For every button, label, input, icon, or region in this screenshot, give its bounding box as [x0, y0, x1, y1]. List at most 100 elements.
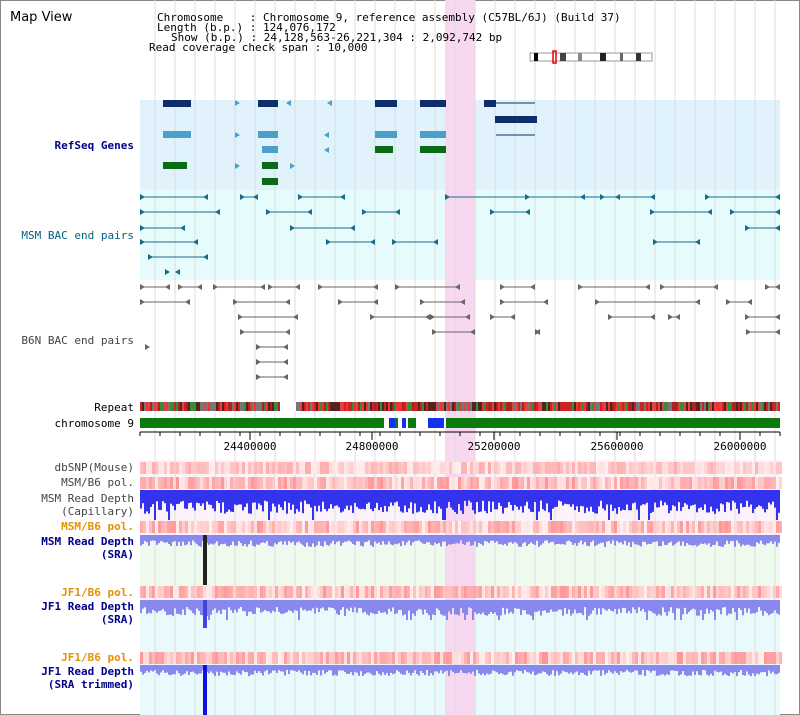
- repeat-segment: [246, 402, 248, 411]
- msm-capillary-depth-bar: [604, 490, 606, 511]
- msm-capillary-depth-bar: [462, 490, 464, 514]
- jf1-trim-depth-bar: [236, 665, 238, 672]
- repeat-segment: [374, 402, 376, 411]
- jf1-b6-pol-heat-cell: [344, 586, 347, 598]
- msm-sra-depth-bar: [564, 535, 566, 545]
- msm-sra-depth-bar: [408, 535, 410, 541]
- msm-capillary-depth-bar: [614, 490, 616, 509]
- msm-b6-pol-heat-cell: [179, 477, 182, 489]
- jf1-b6-pol-heat-cell: [449, 586, 452, 598]
- repeat-segment: [648, 402, 650, 411]
- repeat-segment: [202, 402, 204, 411]
- msm-sra-depth-bar: [306, 535, 308, 543]
- jf1-sra-depth-bar: [162, 600, 164, 609]
- dbsnp-heat-cell: [173, 462, 176, 474]
- jf1-sra-depth-bar: [200, 600, 202, 616]
- msm-sra-depth-bar: [580, 535, 582, 541]
- msm-b6-pol-heat-cell: [584, 521, 587, 533]
- msm-capillary-depth-bar: [314, 490, 316, 506]
- b6n-bac-end: [145, 344, 150, 350]
- jf1-trim-depth-bar: [186, 665, 188, 672]
- dbsnp-heat-cell: [560, 462, 563, 474]
- msm-b6-pol-heat-cell: [638, 477, 641, 489]
- jf1-b6-pol-heat-cell: [638, 652, 641, 664]
- msm-capillary-depth-bar: [274, 490, 276, 507]
- jf1-sra-depth-bar: [300, 600, 302, 608]
- msm-capillary-depth-bar: [522, 490, 524, 513]
- msm-b6-pol-heat-cell: [602, 477, 605, 489]
- jf1-trim-depth-bar: [324, 665, 326, 674]
- msm-capillary-depth-bar: [186, 490, 188, 509]
- jf1-b6-pol-heat-cell: [221, 586, 224, 598]
- msm-b6-pol-heat-cell: [383, 477, 386, 489]
- msm-sra-depth-bar: [302, 535, 304, 546]
- msm-capillary-depth-bar: [536, 490, 538, 520]
- msm-bac-end: [525, 209, 530, 215]
- repeat-segment: [310, 402, 312, 411]
- dbsnp-heat-cell: [395, 462, 398, 474]
- repeat-segment: [662, 402, 664, 411]
- b6n-bac-end: [746, 329, 751, 335]
- msm-capillary-depth-bar: [454, 490, 456, 512]
- jf1-b6-pol-heat-cell: [746, 652, 749, 664]
- jf1-b6-pol-heat-cell: [275, 652, 278, 664]
- msm-capillary-depth-bar: [216, 490, 218, 501]
- jf1-trim-depth-bar: [210, 665, 212, 672]
- msm-b6-pol-heat-cell: [653, 477, 656, 489]
- repeat-segment: [678, 402, 680, 411]
- msm-b6-pol-heat-cell: [617, 521, 620, 533]
- repeat-segment: [474, 402, 476, 411]
- msm-sra-depth-bar: [186, 535, 188, 545]
- jf1-b6-pol-heat-cell: [287, 586, 290, 598]
- dbsnp-heat-cell: [683, 462, 686, 474]
- b6n-bac-end: [775, 284, 780, 290]
- jf1-sra-depth-bar: [580, 600, 582, 614]
- msm-b6-pol-heat-cell: [686, 477, 689, 489]
- jf1-trim-depth-bar: [280, 665, 282, 672]
- msm-capillary-depth-bar: [450, 490, 452, 508]
- jf1-trim-depth-bar: [500, 665, 502, 674]
- jf1-sra-depth-bar: [446, 600, 448, 620]
- coverage-span-info: Read coverage check span : 10,000: [149, 41, 368, 54]
- jf1-b6-pol-heat-cell: [161, 652, 164, 664]
- msm-b6-pol-heat-cell: [389, 477, 392, 489]
- jf1-b6-pol-heat-cell: [635, 652, 638, 664]
- dbsnp-heat-cell: [245, 462, 248, 474]
- msm-b6-pol-heat-cell: [746, 521, 749, 533]
- msm-b6-pol-heat-cell: [230, 477, 233, 489]
- jf1-sra-depth-bar: [536, 600, 538, 612]
- jf1-sra-depth-bar: [776, 600, 778, 614]
- repeat-segment: [748, 402, 750, 411]
- ideogram-band: [578, 53, 582, 61]
- msm-capillary-depth-bar: [636, 490, 638, 510]
- repeat-segment: [220, 402, 222, 411]
- msm-capillary-depth-bar: [300, 490, 302, 502]
- msm-capillary-depth-bar: [278, 490, 280, 505]
- jf1-sra-depth-bar: [254, 600, 256, 614]
- jf1-sra-depth-bar: [664, 600, 666, 613]
- jf1-b6-pol-heat-cell: [167, 652, 170, 664]
- msm-capillary-depth-bar: [158, 490, 160, 510]
- jf1-b6-pol-heat-cell: [728, 586, 731, 598]
- jf1-sra-depth-bar: [584, 600, 586, 608]
- msm-b6-pol-heat-cell: [686, 521, 689, 533]
- jf1-b6-pol-heat-cell: [491, 586, 494, 598]
- axis-tick-label: 24800000: [346, 440, 399, 453]
- msm-capillary-depth-bar: [534, 490, 536, 502]
- jf1-sra-depth-bar: [758, 600, 760, 608]
- repeat-segment: [754, 402, 756, 411]
- jf1-trim-depth-bar: [302, 665, 304, 675]
- dbsnp-heat-cell: [578, 462, 581, 474]
- repeat-segment: [496, 402, 498, 411]
- repeat-segment: [366, 402, 368, 411]
- gene-feature: [163, 162, 187, 169]
- repeat-segment: [160, 402, 162, 411]
- jf1-b6-pol-heat-cell: [161, 586, 164, 598]
- b6n-bac-end: [535, 329, 540, 335]
- dbsnp-heat-cell: [452, 462, 455, 474]
- jf1-sra-depth-bar: [540, 600, 542, 616]
- repeat-segment: [212, 402, 214, 411]
- jf1-b6-pol-heat-cell: [350, 586, 353, 598]
- jf1-b6-pol-heat-cell: [671, 586, 674, 598]
